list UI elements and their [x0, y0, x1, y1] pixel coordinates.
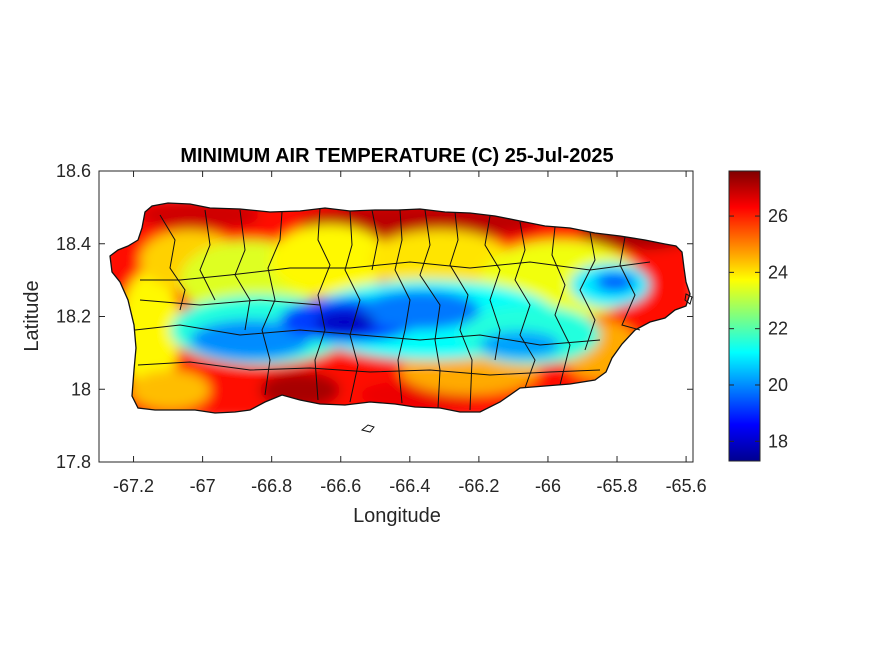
municipality-border — [234, 209, 251, 331]
x-axis: -67.2 -67 -66.8 -66.6 -66.4 -66.2 -66 -65.8 -65.… — [113, 171, 707, 496]
x-tick-label: -66 — [535, 476, 561, 496]
y-tick-label: 18.6 — [56, 161, 91, 181]
municipality-border — [137, 361, 601, 376]
colorbar-tick-label: 18 — [768, 431, 788, 451]
colorbar — [728, 170, 761, 462]
municipality-border — [514, 221, 536, 389]
y-tick-label: 18 — [71, 379, 91, 399]
municipality-border — [449, 211, 473, 411]
island-coastline — [109, 202, 691, 414]
chart-title: MINIMUM AIR TEMPERATURE (C) 25-Jul-2025 — [180, 145, 613, 167]
municipality-border — [134, 324, 601, 346]
x-tick-label: -67 — [190, 476, 216, 496]
municipality-border — [199, 209, 216, 301]
x-tick-label: -66.8 — [251, 476, 292, 496]
colorbar-tick-label: 26 — [768, 206, 788, 226]
municipality-border — [140, 261, 651, 281]
field-blob — [270, 225, 390, 295]
x-tick-label: -66.4 — [389, 476, 430, 496]
field-blob — [130, 370, 210, 410]
islet-caja-de-muertos — [360, 424, 375, 433]
y-axis-label: Latitude — [21, 280, 43, 351]
field-blob — [595, 272, 635, 292]
x-tick-label: -66.2 — [458, 476, 499, 496]
x-axis-label: Longitude — [353, 505, 441, 527]
municipality-border — [579, 231, 596, 351]
x-tick-label: -65.8 — [597, 476, 638, 496]
municipality-border — [551, 226, 571, 386]
x-tick-label: -67.2 — [113, 476, 154, 496]
municipality-border — [619, 236, 641, 331]
x-tick-label: -65.6 — [666, 476, 707, 496]
municipality-border — [314, 207, 331, 401]
municipality-border — [419, 209, 441, 409]
colorbar-tick-label: 22 — [768, 319, 788, 339]
x-tick-label: -66.6 — [320, 476, 361, 496]
y-axis: 17.8 18 18.2 18.4 18.6 — [56, 161, 693, 472]
municipality-border — [261, 211, 283, 396]
field-blob — [315, 310, 375, 334]
municipality-border — [344, 210, 361, 403]
field-blob — [190, 320, 310, 360]
islet-east — [684, 293, 693, 305]
y-tick-label: 18.4 — [56, 234, 91, 254]
field-blob — [370, 230, 510, 290]
y-tick-label: 18.2 — [56, 307, 91, 327]
municipality-border — [159, 214, 186, 311]
field-blob — [360, 290, 480, 330]
municipality-border — [394, 209, 411, 404]
colorbar-ticks: 18 20 22 24 26 — [729, 206, 788, 451]
offshore-islets — [360, 293, 693, 433]
colorbar-tick-label: 24 — [768, 262, 788, 282]
temperature-field — [110, 203, 690, 413]
municipality-border — [139, 299, 321, 306]
municipality-border — [484, 215, 501, 361]
municipality-borders — [134, 207, 651, 411]
municipality-border — [371, 209, 379, 271]
colorbar-tick-label: 20 — [768, 375, 788, 395]
y-tick-label: 17.8 — [56, 452, 91, 472]
